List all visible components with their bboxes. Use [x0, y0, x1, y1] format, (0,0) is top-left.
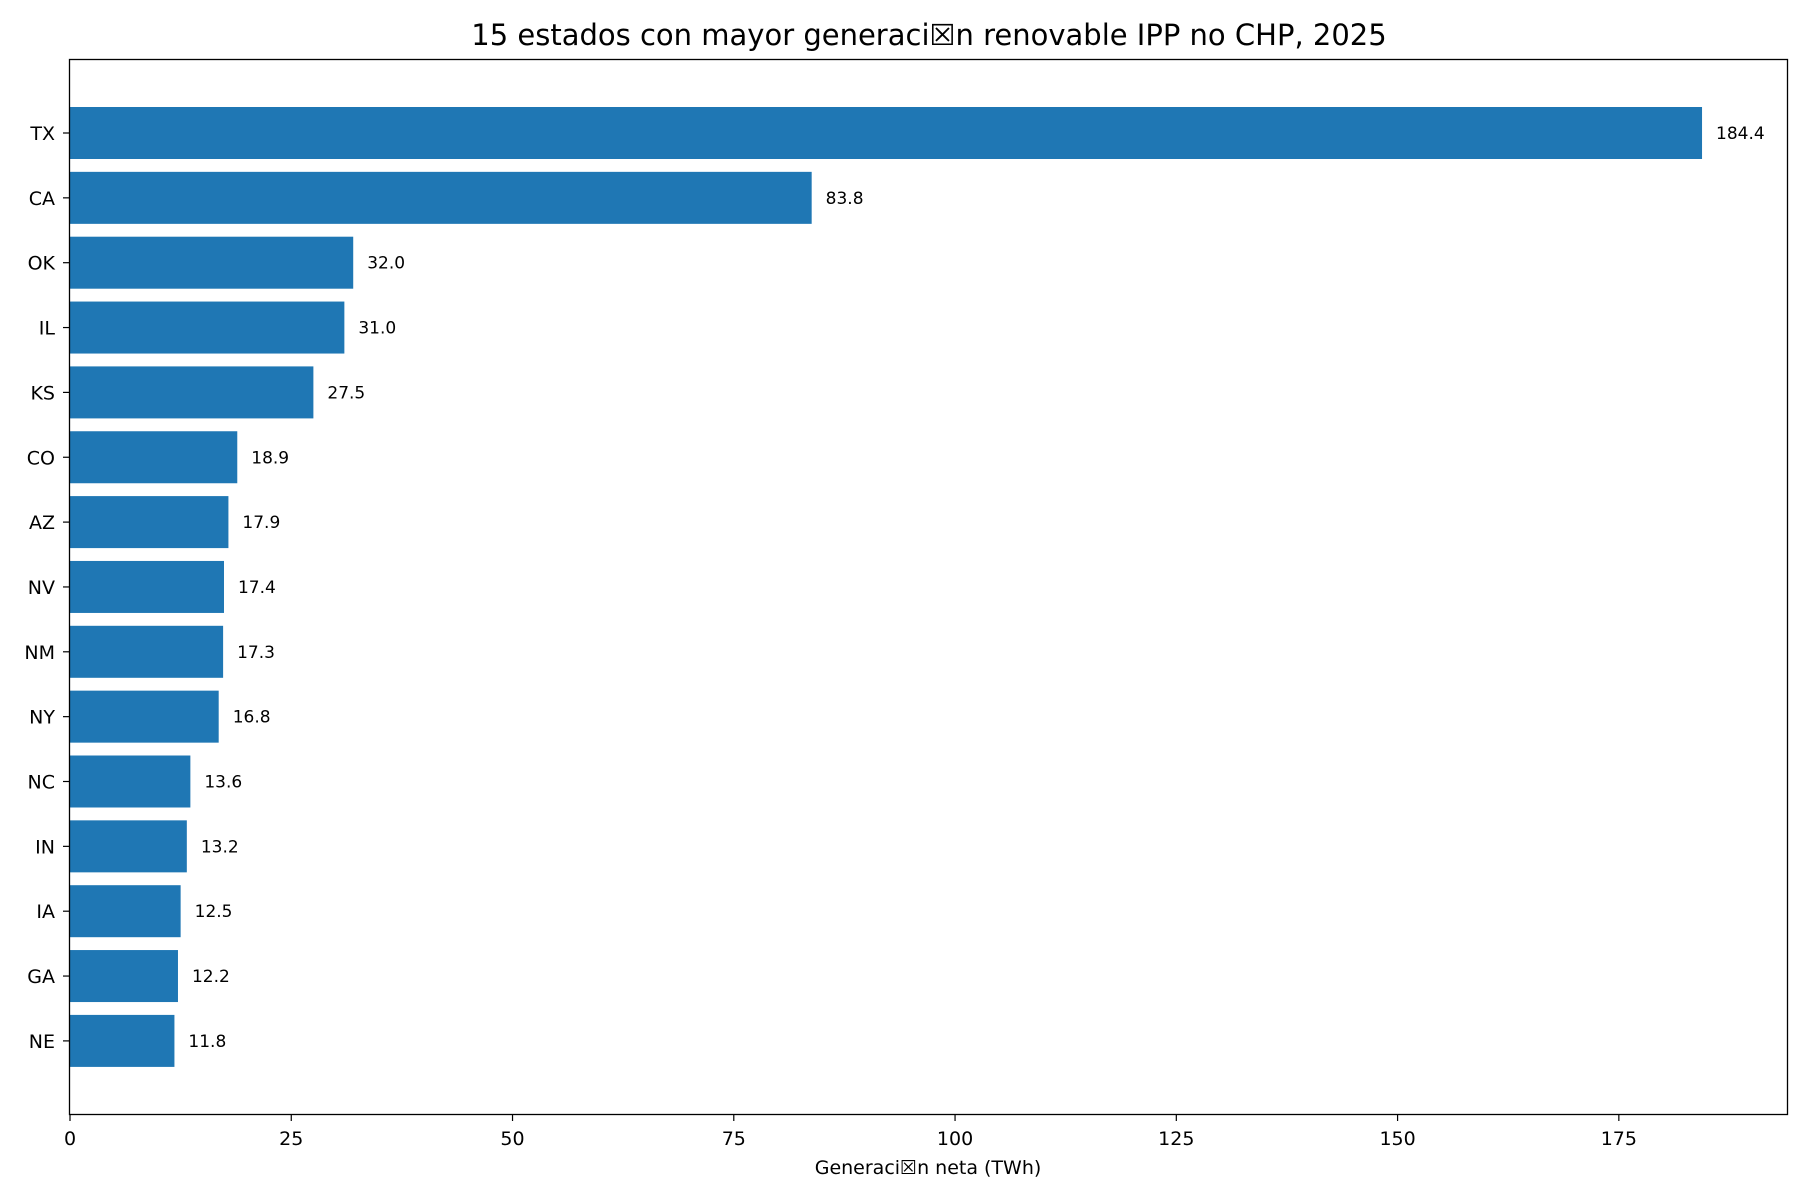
x-tick-label: 75: [722, 1128, 746, 1150]
y-tick-label: NV: [28, 577, 55, 599]
bar-value-label: 32.0: [367, 254, 405, 274]
y-tick-label: OK: [28, 253, 56, 275]
bar-ne: [70, 1014, 175, 1067]
bar-value-label: 27.5: [327, 383, 365, 403]
bar-value-label: 12.2: [192, 967, 230, 987]
y-tick-label: NE: [29, 1031, 55, 1053]
x-tick-label: 100: [937, 1128, 973, 1150]
bar-ca: [70, 171, 812, 224]
bar-nc: [70, 755, 191, 808]
bar-value-label: 11.8: [188, 1032, 226, 1052]
bar-nv: [70, 560, 224, 613]
bar-value-label: 31.0: [358, 319, 396, 339]
bar-value-label: 13.6: [204, 773, 242, 793]
y-tick-label: GA: [27, 966, 55, 988]
bar-az: [70, 496, 229, 549]
y-tick-label: AZ: [29, 512, 55, 534]
bar-value-label: 13.2: [201, 837, 239, 857]
bar-value-label: 16.8: [233, 708, 271, 728]
y-tick-label: IA: [36, 901, 55, 923]
bar-nm: [70, 625, 224, 678]
x-tick-label: 150: [1379, 1128, 1415, 1150]
x-tick-label: 50: [500, 1128, 524, 1150]
bar-value-label: 17.3: [237, 643, 275, 663]
bar-value-label: 18.9: [251, 448, 289, 468]
bars-group: [70, 107, 1703, 1067]
bar-il: [70, 301, 345, 354]
y-tick-label: CA: [29, 188, 55, 210]
bar-value-label: 184.4: [1716, 124, 1765, 144]
bar-in: [70, 820, 187, 873]
bar-value-label: 17.4: [238, 578, 276, 598]
y-tick-label: IL: [39, 318, 56, 340]
y-tick-label: TX: [29, 123, 55, 145]
plot-frame: [68, 58, 1789, 1116]
x-tick-label: 175: [1601, 1128, 1637, 1150]
bar-value-label: 12.5: [195, 902, 233, 922]
bar-value-label: 83.8: [826, 189, 864, 209]
bar-co: [70, 431, 238, 484]
y-tick-label: KS: [30, 382, 55, 404]
y-tick-label: NY: [29, 707, 55, 729]
bar-labels-group: 184.4 83.8 32.0 31.0 27.5 18.9 17.9 17.4 17.3 16.…: [188, 124, 1764, 1052]
bar-tx: [70, 107, 1703, 159]
y-tick-label: IN: [35, 836, 55, 858]
y-tick-label: CO: [27, 447, 55, 469]
bar-ga: [70, 950, 178, 1003]
y-axis-ticks: TX CA OK IL KS CO AZ NV NM NY NC IN IA GA NE: [24, 123, 70, 1053]
bar-ks: [70, 366, 314, 419]
x-tick-label: 0: [64, 1128, 76, 1150]
x-axis-label: Generaci☒n neta (TWh): [815, 1157, 1042, 1179]
bar-ia: [70, 885, 181, 938]
y-tick-label: NM: [24, 642, 55, 664]
x-tick-label: 25: [279, 1128, 303, 1150]
chart-title: 15 estados con mayor generaci☒n renovabl…: [471, 18, 1386, 52]
bar-ok: [70, 236, 354, 289]
x-tick-label: 125: [1158, 1128, 1194, 1150]
bar-value-label: 17.9: [242, 513, 280, 533]
bar-ny: [70, 690, 219, 743]
x-axis-ticks: 0 25 50 75 100 125 150 175: [64, 1114, 1637, 1150]
y-tick-label: NC: [28, 772, 55, 794]
